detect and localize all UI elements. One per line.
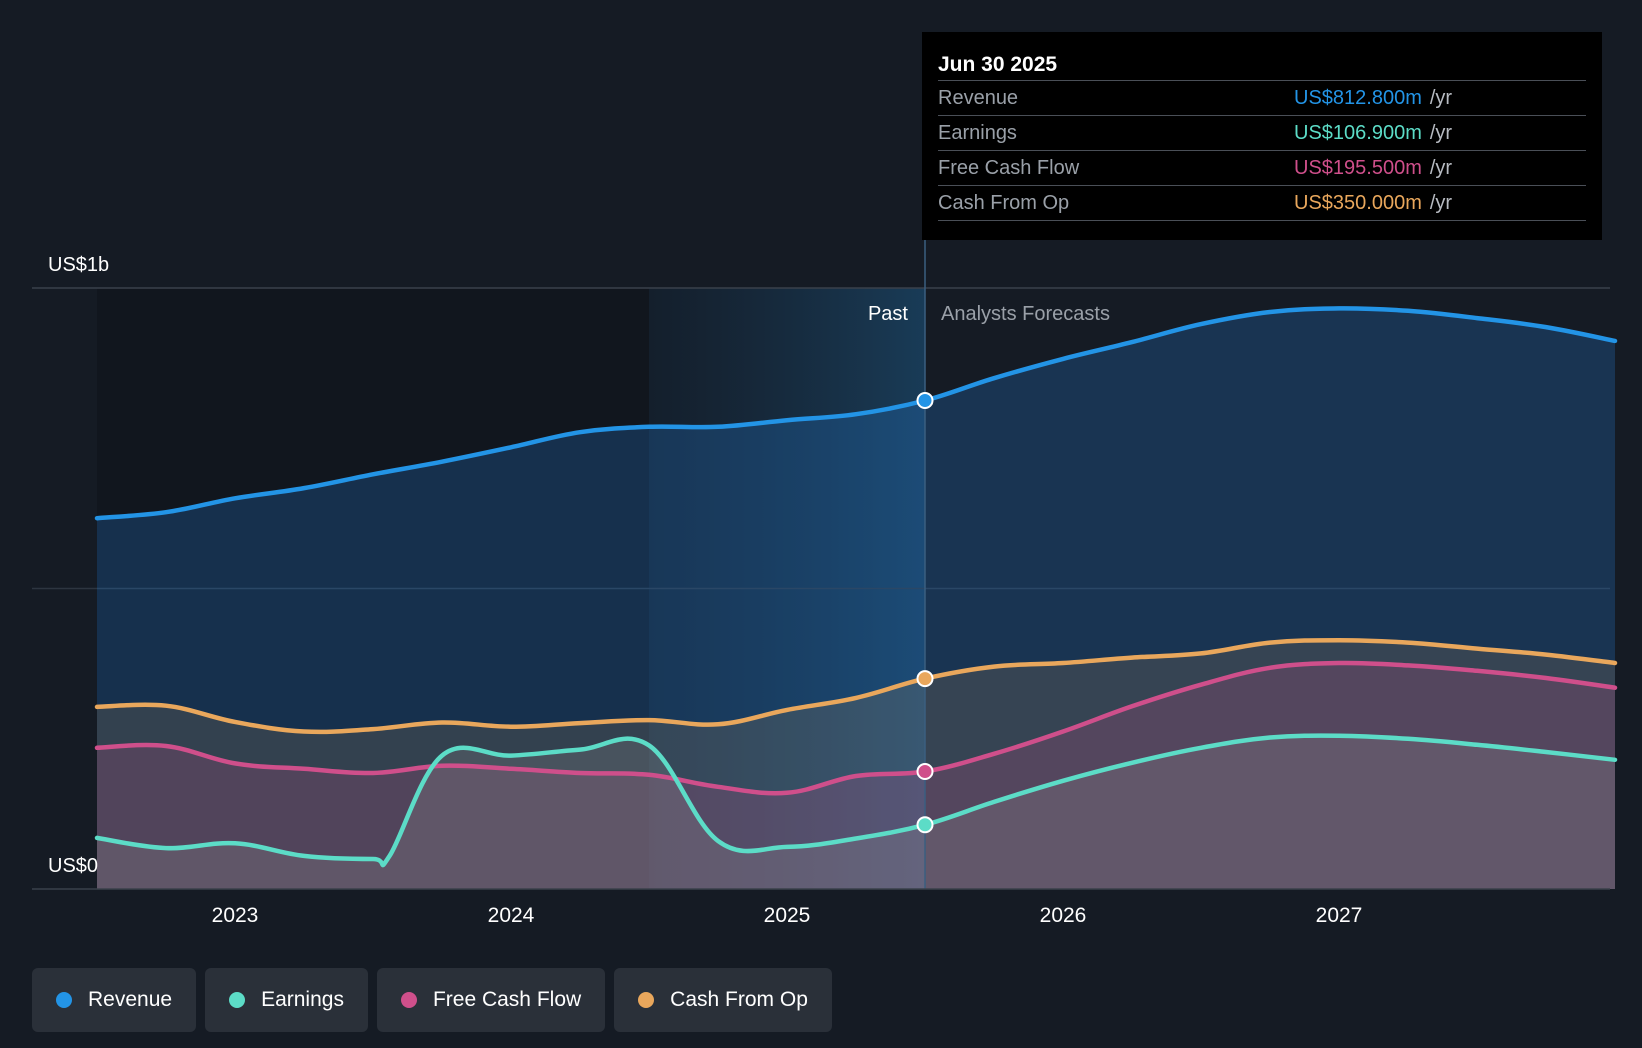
tooltip-label: Free Cash Flow	[938, 156, 1080, 179]
series-line-fcf	[94, 660, 1618, 796]
tooltip-unit: /yr	[1429, 191, 1453, 214]
x-tick-label: 2023	[212, 904, 259, 927]
legend-dot-icon	[638, 992, 655, 1008]
series-line-cfo	[94, 637, 1618, 735]
marker-cfo	[916, 670, 934, 688]
legend-item-free-cash-flow[interactable]: Free Cash Flow	[376, 968, 606, 1032]
y-label-bottom: US$0	[48, 855, 98, 877]
tooltip-unit: /yr	[1429, 86, 1453, 109]
series-line-earnings	[94, 733, 1618, 868]
tooltip-unit: /yr	[1429, 156, 1453, 179]
x-tick-label: 2026	[1040, 904, 1087, 927]
marker-revenue	[916, 392, 934, 410]
legend-label: Revenue	[88, 988, 173, 1011]
marker-fcf	[916, 763, 934, 781]
x-tick-label: 2025	[764, 904, 811, 927]
y-label-top: US$1b	[48, 254, 109, 276]
tooltip-value: US$195.500m	[1294, 156, 1422, 179]
tooltip-label: Revenue	[938, 86, 1019, 109]
legend-dot-icon	[229, 992, 246, 1008]
legend-item-cash-from-op[interactable]: Cash From Op	[614, 968, 832, 1032]
tooltip-date: Jun 30 2025	[938, 53, 1058, 76]
x-tick-label: 2027	[1316, 904, 1363, 927]
x-tick-label: 2024	[488, 904, 535, 927]
legend-dot-icon	[56, 992, 72, 1008]
past-label: Past	[868, 303, 908, 325]
tooltip-row-earnings: Earnings US$106.900m /yr	[938, 115, 1586, 150]
marker-earnings	[916, 816, 934, 834]
tooltip-label: Cash From Op	[938, 191, 1070, 214]
legend-item-earnings[interactable]: Earnings	[205, 968, 368, 1032]
tooltip-unit: /yr	[1429, 121, 1453, 144]
legend-label: Cash From Op	[670, 988, 808, 1011]
tooltip-row-fcf: Free Cash Flow US$195.500m /yr	[938, 150, 1586, 185]
tooltip-value: US$812.800m	[1294, 86, 1422, 109]
legend-label: Free Cash Flow	[432, 988, 582, 1011]
data-tooltip: Jun 30 2025 Revenue US$812.800m /yr Earn…	[922, 32, 1602, 240]
tooltip-row-cfo: Cash From Op US$350.000m /yr	[938, 185, 1586, 221]
area-fcf	[97, 662, 1615, 889]
tooltip-value: US$350.000m	[1294, 191, 1422, 214]
legend-dot-icon	[400, 992, 417, 1008]
tooltip-label: Earnings	[938, 121, 1017, 144]
tooltip-value: US$106.900m	[1294, 121, 1422, 144]
tooltip-row-revenue: Revenue US$812.800m /yr	[938, 80, 1586, 115]
forecast-label: Analysts Forecasts	[941, 303, 1110, 325]
legend-item-revenue[interactable]: Revenue	[32, 968, 197, 1032]
legend-label: Earnings	[261, 988, 344, 1011]
area-cfo	[97, 640, 1615, 889]
area-earnings	[97, 735, 1615, 889]
legend: Revenue Earnings Free Cash Flow Cash Fro…	[32, 968, 832, 1032]
series-line-revenue	[94, 306, 1618, 521]
